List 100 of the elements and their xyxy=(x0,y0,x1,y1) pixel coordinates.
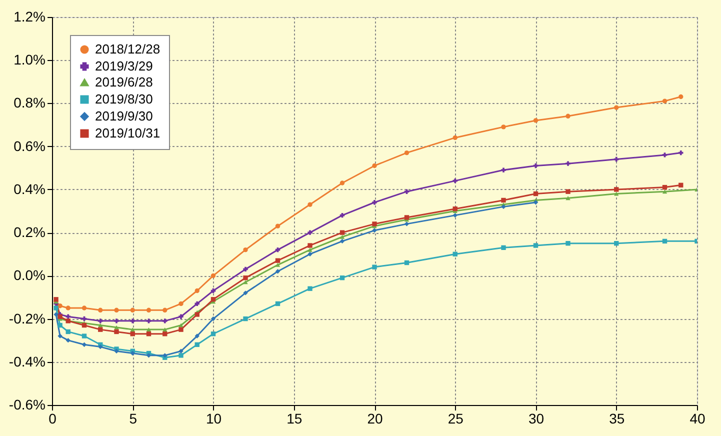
y-tick-label: 0.2% xyxy=(14,224,46,240)
point xyxy=(58,334,62,338)
point xyxy=(662,98,668,104)
point xyxy=(614,192,619,196)
point xyxy=(210,273,216,278)
point xyxy=(501,245,506,250)
point xyxy=(178,301,184,306)
point xyxy=(210,332,216,336)
point xyxy=(614,240,619,246)
point xyxy=(404,150,410,156)
point xyxy=(501,198,506,203)
point xyxy=(566,114,570,118)
legend-label: 2019/9/30 xyxy=(95,108,153,124)
point xyxy=(372,163,377,168)
point xyxy=(404,260,410,266)
x-tick-label: 10 xyxy=(206,410,222,426)
point xyxy=(566,196,570,200)
point xyxy=(146,353,152,358)
point xyxy=(372,200,377,205)
point xyxy=(210,316,216,322)
point xyxy=(501,124,506,130)
point xyxy=(178,314,184,319)
point xyxy=(114,318,119,324)
point xyxy=(146,332,152,336)
point xyxy=(275,269,280,274)
point xyxy=(308,286,312,291)
point xyxy=(130,332,135,336)
y-tick-label: 0.4% xyxy=(14,180,46,197)
point xyxy=(146,308,152,312)
point xyxy=(340,180,345,186)
x-tick-label: 20 xyxy=(367,410,383,426)
point xyxy=(308,252,312,256)
legend-label: 2019/10/31 xyxy=(95,126,160,140)
point xyxy=(614,105,619,110)
point xyxy=(243,247,248,252)
point xyxy=(114,329,119,334)
point xyxy=(98,344,103,350)
legend-label: 2019/8/30 xyxy=(95,92,153,106)
point xyxy=(275,262,280,267)
y-tick-label: 1.0% xyxy=(14,52,46,68)
point xyxy=(340,230,345,235)
point xyxy=(662,184,668,190)
point xyxy=(566,161,570,166)
point xyxy=(178,348,184,354)
point xyxy=(614,187,619,192)
point xyxy=(614,156,619,162)
point xyxy=(404,215,410,220)
y-tick-label: 0.8% xyxy=(14,94,46,111)
point xyxy=(130,350,135,356)
point xyxy=(54,306,58,310)
point xyxy=(66,338,70,343)
point xyxy=(678,94,684,100)
x-tick-label: 30 xyxy=(528,410,544,426)
point xyxy=(501,204,506,210)
point xyxy=(372,222,377,226)
point xyxy=(58,322,62,328)
point xyxy=(130,328,135,332)
y-tick-label: 0.0% xyxy=(14,267,46,284)
point xyxy=(340,275,345,280)
point xyxy=(162,328,168,332)
x-tick-label: 25 xyxy=(448,410,464,426)
point xyxy=(130,318,135,324)
point xyxy=(308,230,312,235)
point xyxy=(662,152,668,158)
point xyxy=(146,328,152,332)
point xyxy=(308,248,312,252)
x-tick-label: 5 xyxy=(129,410,138,426)
x-tick-label: 40 xyxy=(690,410,706,426)
point xyxy=(533,200,538,205)
point xyxy=(66,314,70,319)
y-tick-label: -0.4% xyxy=(8,353,46,370)
point xyxy=(194,301,200,306)
point xyxy=(243,290,248,296)
y-tick-label: -0.2% xyxy=(8,310,46,326)
point xyxy=(82,334,87,338)
point xyxy=(98,308,103,312)
point xyxy=(178,327,184,332)
point xyxy=(662,190,668,194)
point xyxy=(566,189,570,194)
point xyxy=(243,275,248,280)
point xyxy=(452,178,458,184)
point xyxy=(146,318,152,324)
point xyxy=(404,222,410,226)
point xyxy=(194,342,200,347)
point xyxy=(162,318,168,324)
point xyxy=(275,224,280,228)
point xyxy=(162,332,168,336)
point xyxy=(178,353,184,358)
point xyxy=(114,308,119,312)
point xyxy=(130,308,135,312)
point xyxy=(66,329,70,334)
point xyxy=(98,327,103,332)
y-tick-label: -0.6% xyxy=(8,396,46,412)
point xyxy=(340,234,345,239)
x-tick-label: 0 xyxy=(48,410,57,426)
point xyxy=(82,342,87,347)
point xyxy=(308,202,312,207)
point xyxy=(194,334,200,338)
point xyxy=(243,316,248,322)
point xyxy=(210,297,216,302)
